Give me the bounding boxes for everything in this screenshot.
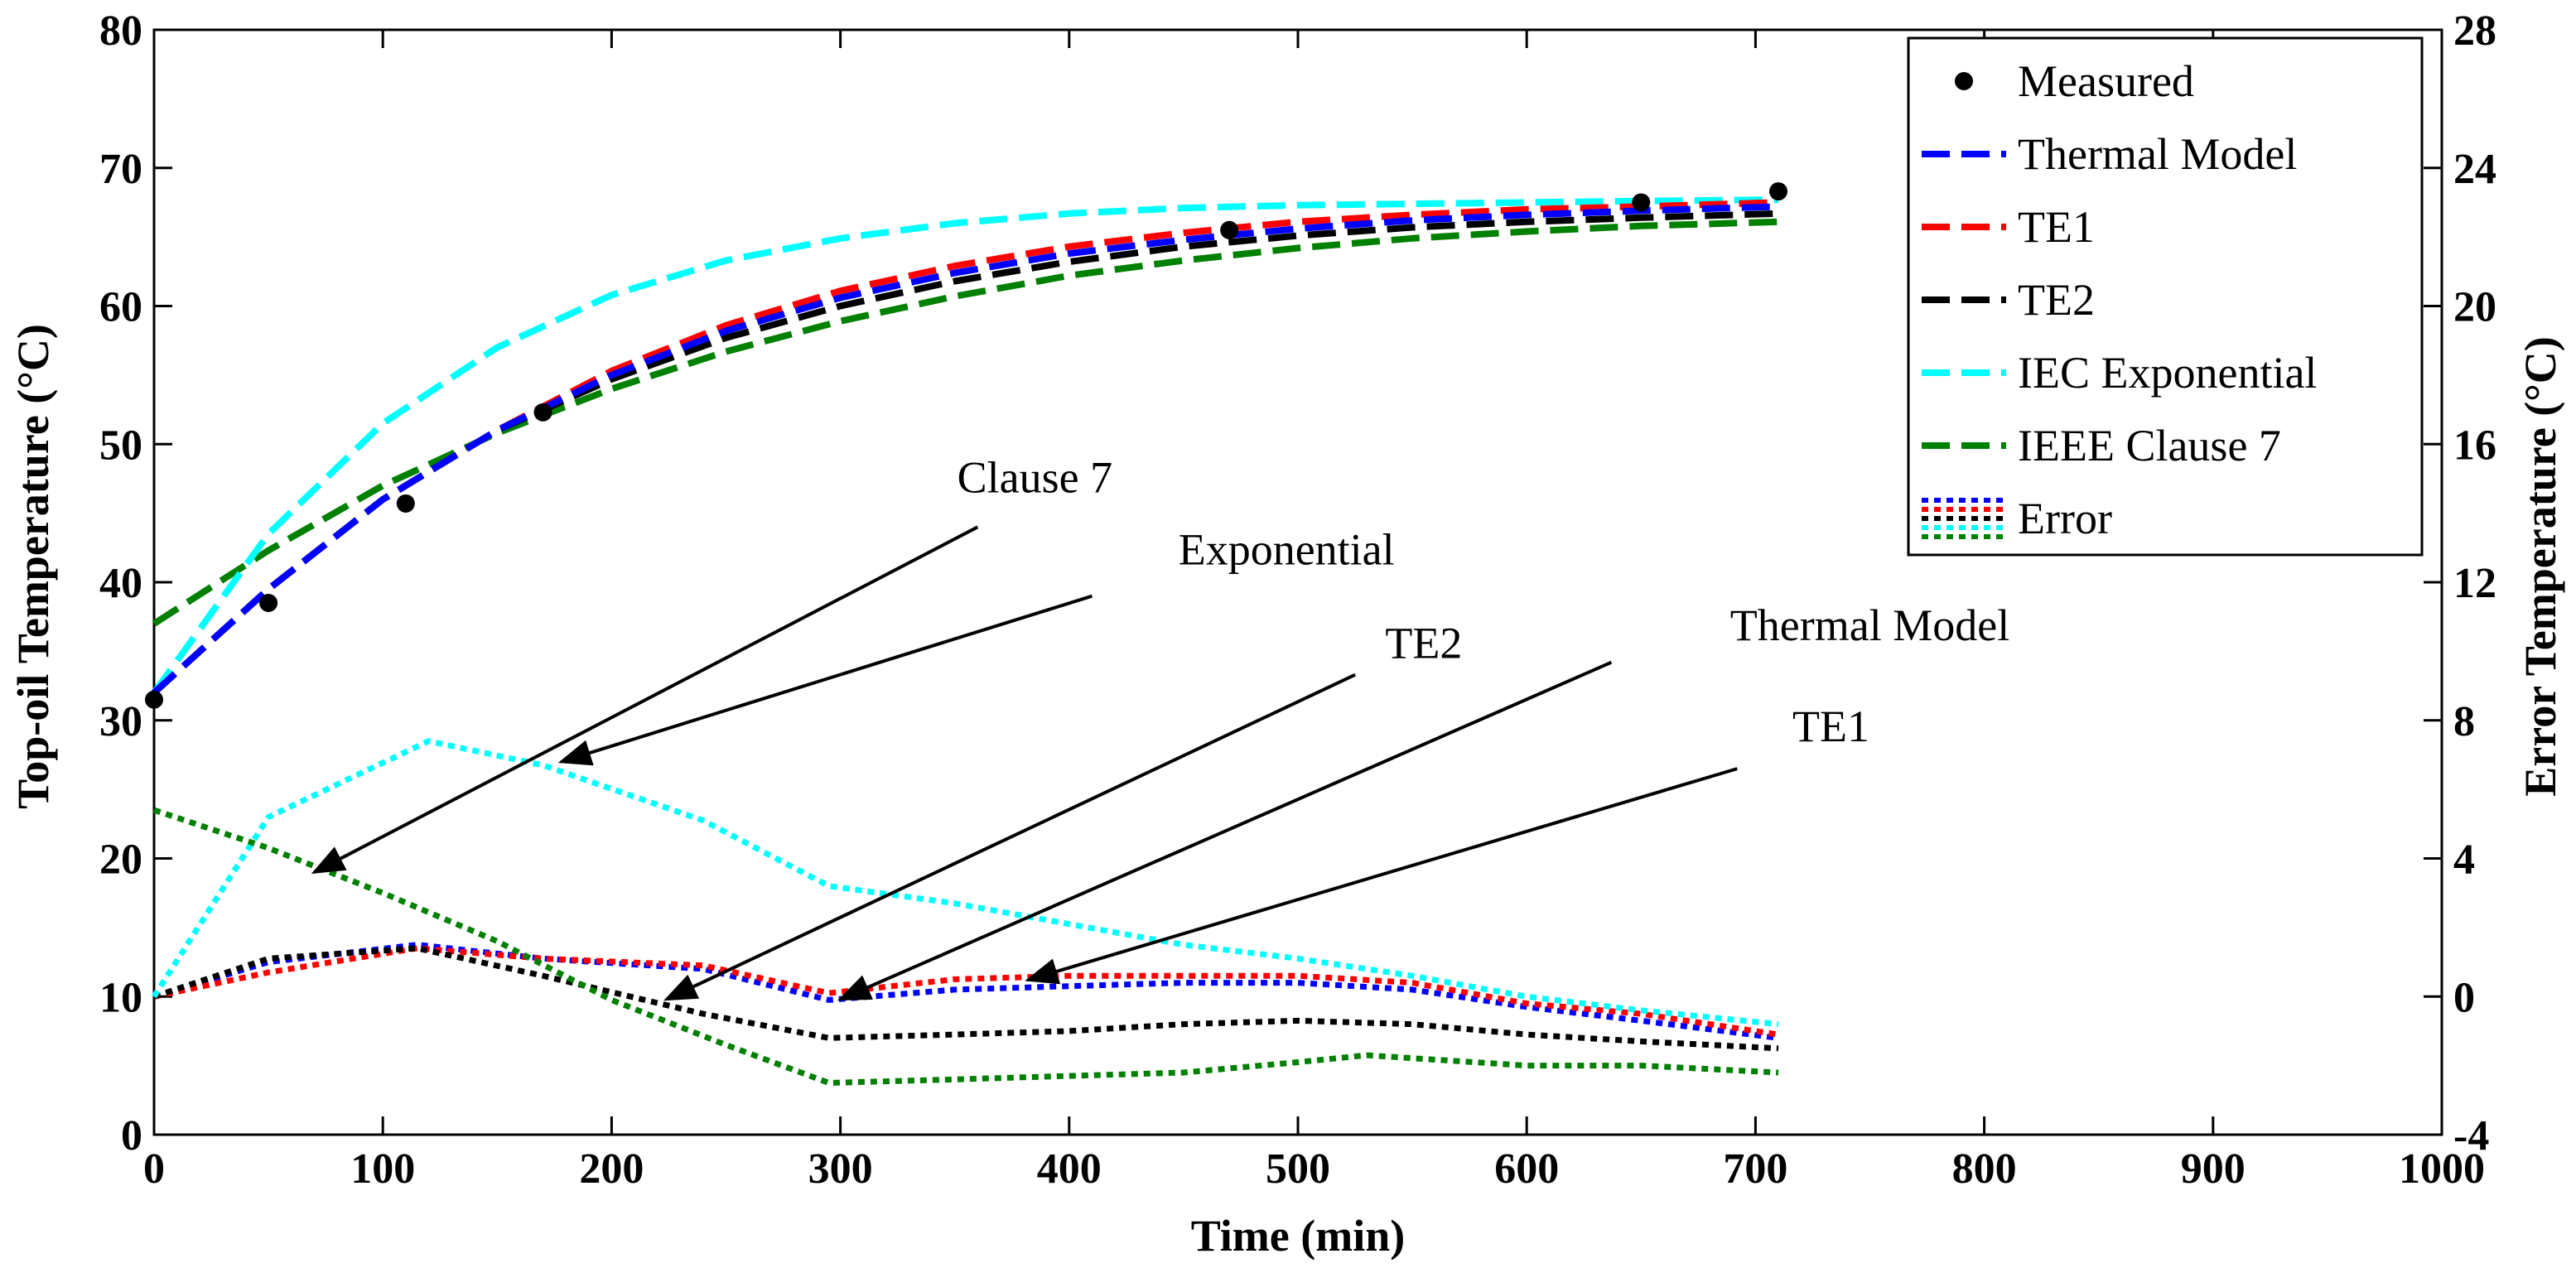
x-axis-title: Time (min)	[1191, 1211, 1405, 1261]
x-tick-label: 0	[143, 1145, 165, 1193]
error-line-iec-exponential-error	[152, 738, 1779, 1028]
legend-label: TE2	[2018, 275, 2095, 325]
y2-axis-title: Error Temperature (°C)	[2516, 336, 2565, 797]
annotation-label: TE2	[1385, 619, 1462, 668]
y2-tick-label: 28	[2453, 7, 2496, 55]
annotation-arrow	[663, 673, 1356, 1001]
error-line-thermal-model-error	[152, 942, 1779, 1041]
measured-point	[1220, 220, 1239, 239]
series-line-thermal-model	[152, 203, 1779, 696]
y-tick-label: 30	[99, 698, 142, 745]
legend-box	[1907, 36, 2424, 557]
y2-tick-label: 8	[2453, 698, 2475, 745]
y-tick-label: 60	[99, 284, 142, 331]
y-tick-label: 0	[121, 1112, 142, 1160]
y2-tick-label: 4	[2453, 836, 2475, 884]
series-line-ieee-clause-7	[152, 218, 1779, 627]
legend-label: TE1	[2018, 202, 2095, 252]
series-line-iec-exponential	[151, 196, 1779, 695]
y-tick-label: 40	[99, 560, 142, 607]
measured-point	[396, 494, 415, 513]
measured-point	[145, 690, 163, 709]
plot-area: 0 100 200 300 400 500 600 700 800 900 100001020304…	[99, 7, 2496, 1193]
y-tick-label: 70	[99, 146, 142, 193]
legend-label: Thermal Model	[2018, 129, 2297, 179]
y2-tick-label: -4	[2453, 1112, 2489, 1160]
annotation-arrow	[1025, 767, 1738, 985]
x-tick-label: 1000	[2399, 1145, 2485, 1193]
legend-label: IEEE Clause 7	[2018, 421, 2281, 470]
y-axis-title: Top-oil Temperature (°C)	[8, 324, 58, 809]
legend-label: Measured	[2018, 56, 2194, 106]
x-tick-label: 500	[1266, 1145, 1330, 1193]
measured-point	[1632, 193, 1651, 212]
x-tick-label: 600	[1494, 1145, 1559, 1193]
y2-tick-label: 0	[2453, 974, 2475, 1021]
legend-label: Error	[2018, 494, 2112, 543]
y-tick-label: 20	[99, 836, 142, 884]
legend: Measured Thermal Model TE1 TE2 IEC Exponenti…	[1907, 36, 2424, 557]
x-tick-label: 800	[1952, 1145, 2017, 1193]
y2-tick-label: 16	[2453, 422, 2496, 469]
x-tick-label: 100	[350, 1145, 415, 1193]
y-tick-label: 50	[99, 422, 142, 469]
measured-point	[533, 403, 552, 422]
annotation-label: Exponential	[1179, 524, 1395, 574]
x-tick-label: 700	[1723, 1145, 1787, 1193]
error-line-te2-error	[152, 945, 1779, 1052]
annotation-label: Thermal Model	[1730, 600, 2009, 650]
y-tick-label: 80	[99, 7, 142, 55]
annotation-arrow	[557, 594, 1093, 766]
y-tick-label: 10	[99, 974, 142, 1021]
annotation-label: Clause 7	[958, 453, 1112, 503]
y2-tick-label: 12	[2453, 560, 2496, 607]
annotation-arrow	[311, 525, 979, 875]
legend-marker-measured	[1955, 72, 1973, 90]
x-tick-label: 400	[1037, 1145, 1102, 1193]
x-tick-label: 200	[579, 1145, 644, 1193]
annotation-arrow	[837, 660, 1613, 1001]
measured-point	[1769, 182, 1788, 201]
x-tick-label: 900	[2181, 1145, 2246, 1193]
y2-tick-label: 20	[2453, 284, 2496, 331]
measured-point	[259, 594, 278, 613]
x-tick-label: 300	[808, 1145, 873, 1193]
legend-label: IEC Exponential	[2018, 348, 2317, 398]
annotation-label: TE1	[1792, 701, 1869, 751]
y2-tick-label: 24	[2453, 146, 2496, 193]
